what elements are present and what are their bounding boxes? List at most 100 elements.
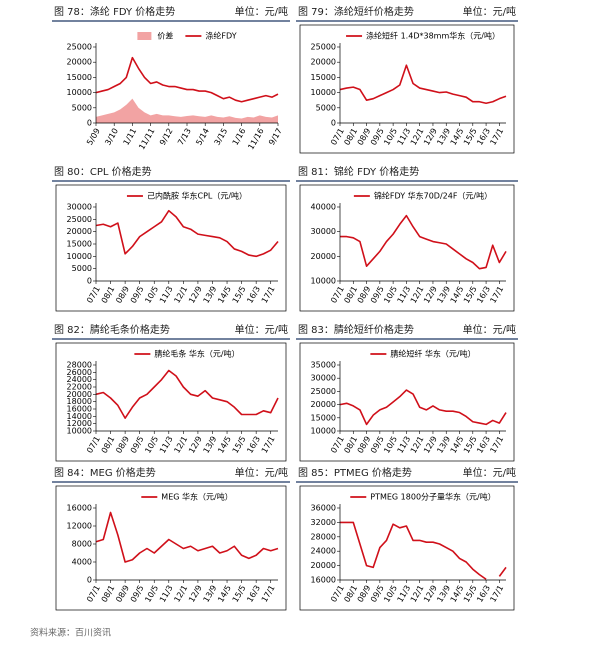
y-tick-label: 24000 [67,375,92,384]
y-tick-label: 5000 [316,103,336,112]
x-tick-label: 17/1 [488,127,505,147]
y-tick-label: 0 [87,119,92,128]
x-tick-label: 10/5 [143,285,160,305]
x-tick-label: 12/1 [172,584,189,604]
y-tick-label: 5000 [72,103,92,112]
x-tick-label: 10/5 [143,584,160,604]
series-line [95,511,279,563]
series-line [339,64,507,105]
x-tick-label: 17/1 [260,435,277,455]
x-tick-label: 08/9 [114,435,131,455]
y-tick-label: 4000 [72,558,92,567]
legend: 腈纶短纤 华东（元/吨） [370,349,476,359]
y-tick-label: 20000 [67,58,92,67]
x-tick-label: 3/10 [103,127,120,147]
y-tick-label: 20000 [67,227,92,236]
y-tick-label: 18000 [67,397,92,406]
x-tick-label: 9/17 [267,127,284,147]
figure-caption: 图 82：腈纶毛条价格走势 [54,323,170,336]
figure-caption: 图 78：涤纶 FDY 价格走势 [54,5,175,18]
x-tick-label: 09/5 [129,584,146,604]
y-tick-label: 28000 [67,361,92,370]
x-tick-label: 17/1 [488,285,505,305]
y-tick-label: 35000 [311,361,336,370]
x-tick-label: 17/1 [488,435,505,455]
y-tick-label: 16000 [311,576,336,585]
x-tick-label: 3/15 [213,127,230,147]
x-tick-label: 16/3 [245,435,262,455]
legend-label: 涤纶短纤 1.4D*38mm华东（元/吨） [366,31,500,41]
y-tick-label: 12000 [67,522,92,531]
y-tick-label: 24000 [311,547,336,556]
figure-caption: 图 84：MEG 价格走势 [54,466,156,479]
chart-frame [55,184,287,312]
x-tick-label: 08/1 [100,435,117,455]
y-tick-label: 36000 [311,504,336,513]
y-tick-label: 26000 [67,368,92,377]
y-tick-label: 25000 [311,387,336,396]
legend: 价差 涤纶FDY [137,31,237,41]
y-tick-label: 25000 [67,43,92,52]
series-line [95,209,279,258]
x-tick-label: 08/1 [100,584,117,604]
figure-caption: 图 85：PTMEG 价格走势 [298,466,412,479]
legend: 锦纶FDY 华东70D/24F（元/吨） [353,191,492,201]
x-tick-label: 14/5 [216,435,233,455]
x-tick-label: 5/14 [194,127,211,147]
y-tick-label: 10000 [311,277,336,286]
chart-frame [55,342,287,462]
y-tick-label: 28000 [311,532,336,541]
x-tick-label: 15/5 [231,285,248,305]
figure-caption: 图 80：CPL 价格走势 [54,165,152,178]
x-tick-label: 11/3 [158,435,175,455]
y-tick-label: 12000 [67,419,92,428]
y-tick-label: 15000 [311,413,336,422]
x-tick-label: 13/9 [202,435,219,455]
x-tick-label: 14/5 [216,584,233,604]
y-tick-label: 25000 [67,215,92,224]
x-tick-label: 09/5 [129,285,146,305]
x-tick-label: 1/16 [231,127,248,147]
x-tick-label: 16/3 [245,584,262,604]
x-tick-label: 7/13 [176,127,193,147]
x-tick-label: 17/1 [488,584,505,604]
legend-swatch [137,32,152,40]
legend: 己内酰胺 华东CPL（元/吨） [126,191,247,201]
chart-frame [55,485,287,611]
series-line [340,214,507,270]
y-tick-label: 10000 [311,427,336,436]
x-tick-label: 15/5 [231,435,248,455]
series-area [96,98,278,123]
y-tick-label: 0 [87,277,92,286]
unit-label: 单位：元/吨 [235,466,288,479]
y-tick-label: 30000 [67,203,92,212]
y-tick-label: 15000 [67,240,92,249]
x-tick-label: 11/11 [137,127,156,151]
source-note: 资料来源：百川资讯 [30,627,111,639]
figure-caption: 图 83：腈纶短纤价格走势 [298,323,414,336]
x-tick-label: 12/1 [172,435,189,455]
y-tick-label: 30000 [311,227,336,236]
figure-caption: 图 81：锦纶 FDY 价格走势 [298,165,419,178]
y-tick-label: 20000 [311,252,336,261]
chart-frame [299,342,515,462]
y-tick-label: 20000 [311,400,336,409]
legend-label: 腈纶毛条 华东（元/吨） [154,349,239,359]
x-tick-label: 11/3 [158,584,175,604]
y-tick-label: 0 [331,119,336,128]
unit-label: 单位：元/吨 [463,5,516,18]
unit-label: 单位：元/吨 [463,323,516,336]
series-line [95,56,279,103]
legend-label: 价差 [157,31,173,41]
x-tick-label: 12/9 [187,584,204,604]
legend-label: 腈纶短纤 华东（元/吨） [390,349,475,359]
y-tick-label: 8000 [72,540,92,549]
unit-label: 单位：元/吨 [235,5,288,18]
series-line [339,389,507,426]
unit-label: 单位：元/吨 [235,323,288,336]
x-tick-label: 12/9 [187,285,204,305]
y-tick-label: 15000 [311,73,336,82]
legend-label: 涤纶FDY [205,31,236,41]
y-tick-label: 10000 [311,88,336,97]
